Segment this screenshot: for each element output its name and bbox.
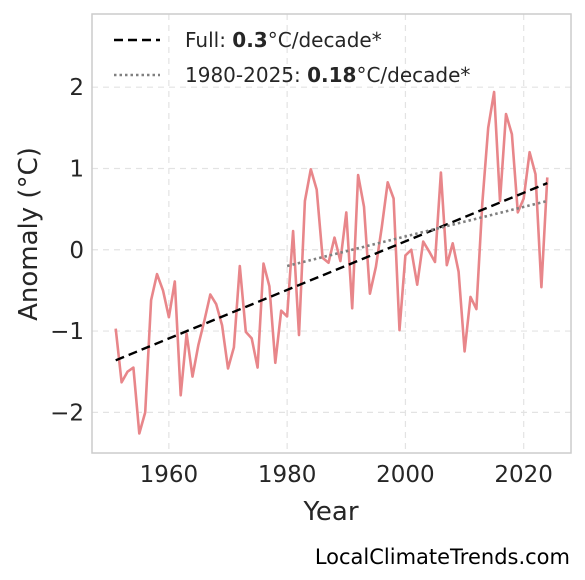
legend-label: Full:: [185, 28, 232, 52]
legend-suffix: °C/decade*: [356, 63, 470, 87]
legend-value: 0.3: [232, 28, 267, 52]
series-layer: [114, 90, 549, 435]
legend-entry-trend-full: Full: 0.3°C/decade*: [185, 28, 382, 52]
plot-frame: [91, 13, 572, 454]
series-line-observed: [114, 90, 549, 435]
y-tick-label-0: −2: [50, 400, 84, 426]
y-tick-label-2: 0: [69, 238, 84, 264]
x-tick-labels: 1960 1980 2000 2020: [140, 462, 553, 488]
y-tick-label-3: 1: [69, 156, 84, 182]
series-line-trend-recent: [286, 199, 548, 268]
watermark: LocalClimateTrends.com: [314, 545, 570, 569]
x-axis-title: Year: [302, 497, 358, 527]
x-tick-label-1980: 1980: [258, 462, 317, 488]
grid: [92, 14, 571, 453]
y-axis-title: Anomaly (°C): [14, 147, 44, 321]
x-tick-label-2000: 2000: [376, 462, 435, 488]
series-line-trend-full: [115, 181, 548, 362]
y-tick-labels: −2 −1 0 1 2: [50, 75, 84, 426]
y-tick-label-4: 2: [69, 75, 84, 101]
legend: Full: 0.3°C/decade*1980-2025: 0.18°C/dec…: [114, 28, 470, 87]
legend-value: 0.18: [307, 63, 356, 87]
legend-suffix: °C/decade*: [268, 28, 382, 52]
legend-label: 1980-2025:: [185, 63, 307, 87]
x-tick-label-2020: 2020: [494, 462, 553, 488]
y-tick-label-1: −1: [50, 319, 84, 345]
x-tick-label-1960: 1960: [140, 462, 199, 488]
legend-entry-trend-recent: 1980-2025: 0.18°C/decade*: [185, 63, 470, 87]
